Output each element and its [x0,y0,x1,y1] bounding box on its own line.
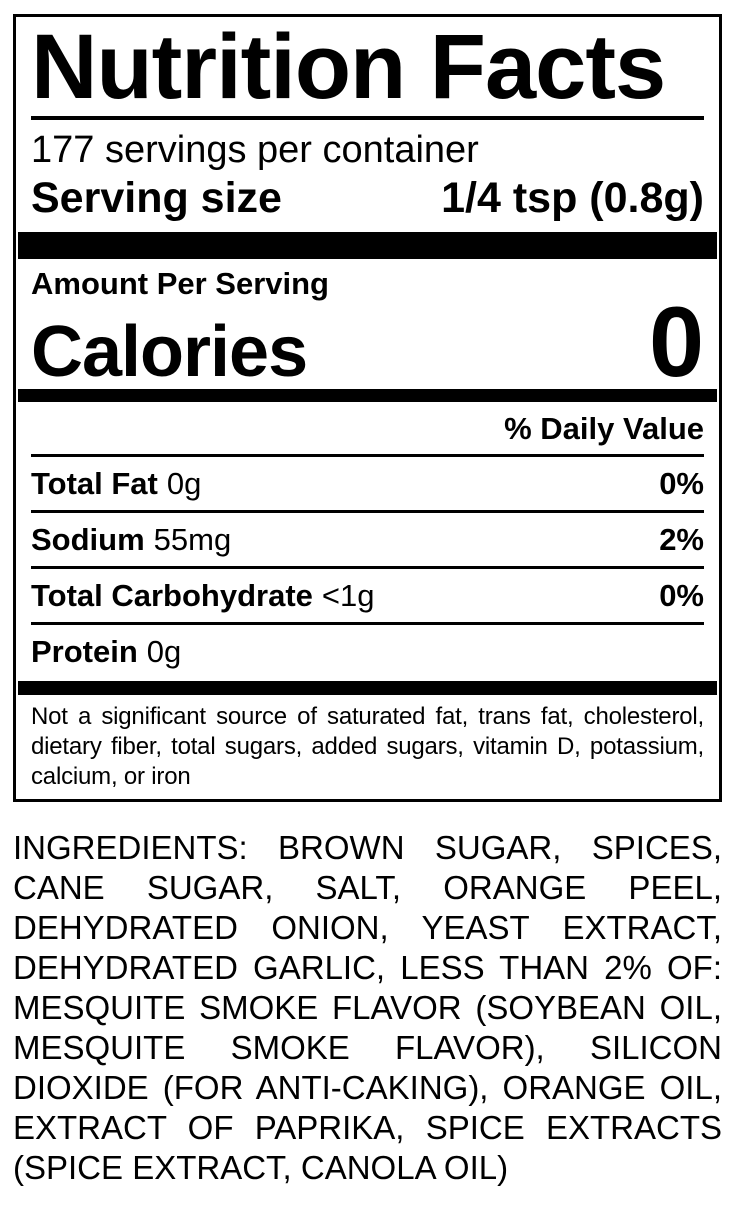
nutrition-facts-panel: Nutrition Facts 177 servings per contain… [13,14,722,802]
nutrient-rows: Total Fat 0g 0% Sodium 55mg 2% Total Carbohydr… [31,457,704,678]
nutrient-amount: 0g [166,465,202,501]
nutrient-text: Total Carbohydrate <1g [31,578,375,614]
servings-per-container: 177 servings per container [31,129,479,171]
nutrient-daily-value: 2% [659,521,704,557]
nutrient-divider [31,566,704,569]
nutrient-name: Sodium [31,521,145,557]
nutrient-name: Total Carbohydrate [31,577,313,613]
nutrient-daily-value: 0% [659,577,704,613]
nutrient-name: Protein [31,633,138,669]
calories-value: 0 [648,286,704,397]
nutrient-divider [31,622,704,625]
daily-value-divider [31,454,704,457]
calories-label: Calories [31,312,308,392]
daily-value-header: % Daily Value [504,411,704,446]
nutrient-text: Protein 0g [31,634,181,670]
medium-divider [18,389,717,402]
nutrient-amount: <1g [321,577,375,613]
nutrition-facts-title: Nutrition Facts [31,16,666,118]
serving-size-label: Serving size [31,174,282,222]
heavy-divider [18,681,717,695]
nutrient-amount: 55mg [153,521,232,557]
serving-size-row: Serving size 1/4 tsp (0.8g) [31,174,704,222]
serving-size-value: 1/4 tsp (0.8g) [441,174,704,222]
nutrient-text: Total Fat 0g [31,466,201,502]
title-divider [31,116,704,120]
thick-divider [18,232,717,259]
calories-row: Calories 0 [31,286,704,397]
nutrient-row: Sodium 55mg 2% [31,513,704,566]
footnote: Not a significant source of saturated fa… [31,703,704,790]
nutrient-name: Total Fat [31,465,158,501]
nutrient-text: Sodium 55mg [31,522,231,558]
nutrient-daily-value: 0% [659,465,704,501]
nutrient-row: Protein 0g [31,625,704,678]
ingredients-statement: INGREDIENTS: BROWN SUGAR, SPICES, CANE S… [13,829,722,1186]
nutrient-row: Total Fat 0g 0% [31,457,704,510]
nutrient-row: Total Carbohydrate <1g 0% [31,569,704,622]
nutrient-divider [31,510,704,513]
nutrient-amount: 0g [146,633,182,669]
amount-per-serving-label: Amount Per Serving [31,266,329,301]
